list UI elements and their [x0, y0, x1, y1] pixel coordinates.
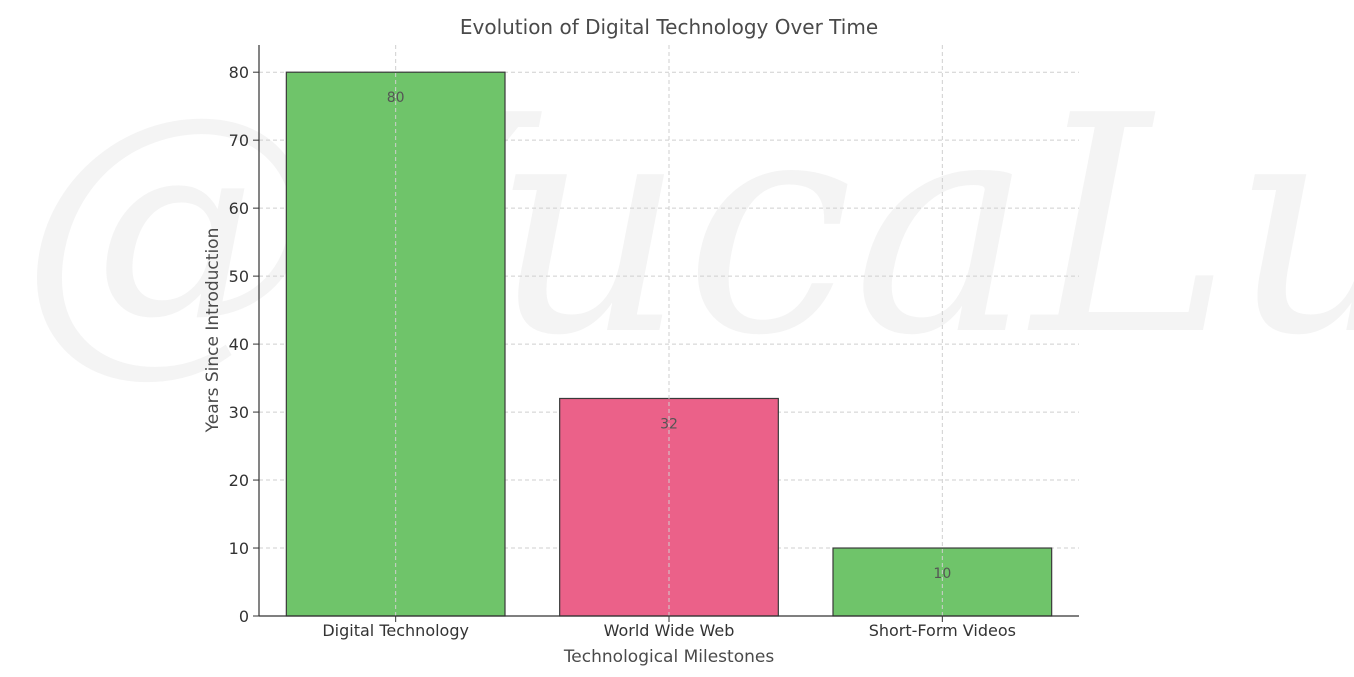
bar-digital-technology — [285, 71, 506, 617]
x-tick-label-1: World Wide Web — [604, 621, 735, 640]
x-axis-label: Technological Milestones — [563, 647, 775, 667]
data-label-0: 80 — [387, 90, 405, 106]
labels: 0 10 20 30 40 50 60 70 80 Digital Technology 80 Wor… — [229, 63, 1016, 640]
y-tick-label-20: 20 — [229, 471, 249, 490]
y-tick-label-40: 40 — [229, 335, 249, 354]
y-tick-label-0: 0 — [239, 607, 249, 626]
y-tick-label-60: 60 — [229, 199, 249, 218]
x-tick-label-2: Short-Form Videos — [869, 621, 1016, 640]
y-tick-label-30: 30 — [229, 403, 249, 422]
y-tick-label-50: 50 — [229, 267, 249, 286]
y-tick-label-10: 10 — [229, 539, 249, 558]
data-label-2: 10 — [933, 566, 951, 582]
y-axis-label: Years Since Introduction — [203, 228, 223, 434]
y-tick-label-80: 80 — [229, 63, 249, 82]
watermark-text: @YucaLuna — [20, 52, 1354, 401]
x-tick-label-0: Digital Technology — [322, 621, 469, 640]
y-tick-label-70: 70 — [229, 131, 249, 150]
axes — [253, 45, 1079, 622]
chart-title: Evolution of Digital Technology Over Tim… — [460, 15, 878, 39]
data-label-1: 32 — [660, 416, 678, 432]
